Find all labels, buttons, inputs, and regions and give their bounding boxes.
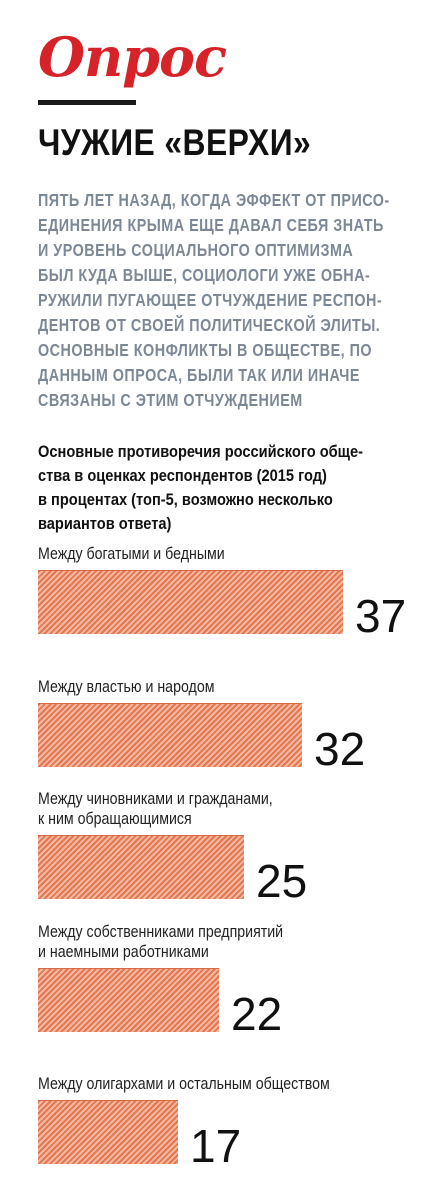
category-label-line: Между властью и народом: [38, 678, 215, 696]
bar-value-label: 17: [190, 1120, 242, 1172]
lead-line: ДАННЫМ ОПРОСА, БЫЛИ ТАК ИЛИ ИНАЧЕ: [38, 365, 360, 385]
bar-value-label: 25: [256, 855, 308, 907]
bar: [38, 1100, 178, 1164]
category-label-line: Между богатыми и бедными: [38, 545, 225, 563]
bar: [38, 570, 343, 634]
chart-title-line: вариантов ответа): [38, 514, 172, 533]
chart-title-line: в процентах (топ-5, возможно несколько: [38, 490, 333, 509]
category-label: Между чиновниками и гражданами, к ним обр…: [38, 789, 399, 829]
lead-line: И УРОВЕНЬ СОЦИАЛЬНОГО ОПТИМИЗМА: [38, 240, 354, 260]
bar: [38, 968, 219, 1032]
lead-paragraph: ПЯТЬ ЛЕТ НАЗАД, КОГДА ЭФФЕКТ ОТ ПРИСО- Е…: [38, 188, 391, 413]
category-label-line: к ним обращающимися: [38, 810, 192, 828]
category-label-line: Между собственниками предприятий: [38, 923, 284, 941]
rubric-underline: [38, 100, 136, 105]
chart-title-line: ства в оценках респондентов (2015 год): [38, 466, 327, 485]
category-label: Между олигархами и остальным обществом: [38, 1074, 399, 1094]
chart-title-line: Основные противоречия российского обще-: [38, 442, 364, 461]
bar: [38, 835, 244, 899]
lead-line: ЕДИНЕНИЯ КРЫМА ЕЩЕ ДАВАЛ СЕБЯ ЗНАТЬ: [38, 215, 384, 235]
category-label: Между собственниками предприятий и наемны…: [38, 922, 399, 962]
headline: ЧУЖИЕ «ВЕРХИ»: [38, 122, 312, 163]
chart-title: Основные противоречия российского обще- …: [38, 440, 399, 536]
bar-value-label: 32: [314, 723, 366, 775]
bar-value-label: 37: [355, 590, 407, 642]
lead-line: ОСНОВНЫЕ КОНФЛИКТЫ В ОБЩЕСТВЕ, ПО: [38, 340, 373, 360]
rubric-label: Опрос: [38, 25, 227, 89]
category-label-line: и наемными работниками: [38, 943, 209, 961]
category-label: Между властью и народом: [38, 677, 399, 697]
rubric-tag: Опрос: [38, 22, 227, 104]
category-label: Между богатыми и бедными: [38, 544, 399, 564]
lead-line: РУЖИЛИ ПУГАЮЩЕЕ ОТЧУЖДЕНИЕ РЕСПОН-: [38, 290, 383, 310]
lead-line: СВЯЗАНЫ С ЭТИМ ОТЧУЖДЕНИЕМ: [38, 390, 303, 410]
category-label-line: Между чиновниками и гражданами,: [38, 790, 273, 808]
category-label-line: Между олигархами и остальным обществом: [38, 1075, 330, 1093]
lead-line: ПЯТЬ ЛЕТ НАЗАД, КОГДА ЭФФЕКТ ОТ ПРИСО-: [38, 190, 390, 210]
bar: [38, 703, 302, 767]
lead-line: БЫЛ КУДА ВЫШЕ, СОЦИОЛОГИ УЖЕ ОБНА-: [38, 265, 371, 285]
bar-value-label: 22: [231, 988, 283, 1040]
lead-line: ДЕНТОВ ОТ СВОЕЙ ПОЛИТИЧЕСКОЙ ЭЛИТЫ.: [38, 315, 381, 335]
